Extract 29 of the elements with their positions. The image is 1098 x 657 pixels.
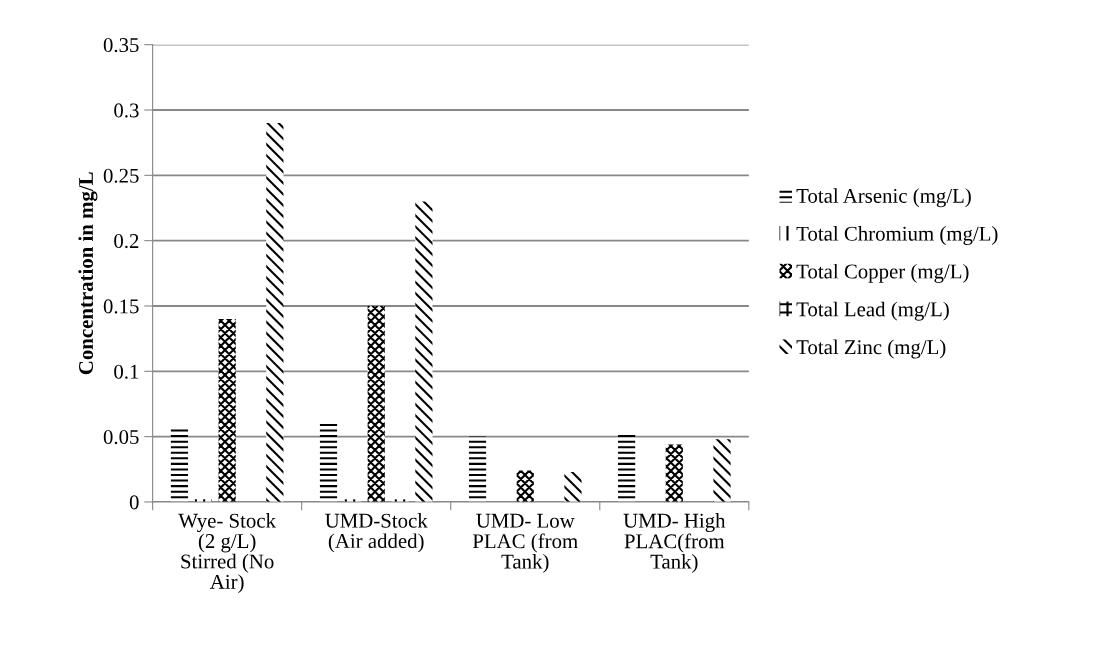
y-tick-label: 0.2 [114, 234, 139, 249]
legend-label: Total Lead (mg/L) [796, 301, 949, 321]
legend-label: Total Copper (mg/L) [796, 263, 969, 283]
bar [367, 305, 385, 502]
y-tick-label: 0.3 [114, 103, 139, 118]
legend-label: Total Arsenic (mg/L) [796, 188, 971, 208]
bar [618, 432, 636, 502]
y-tick-label: 0.25 [103, 168, 139, 183]
x-tick-label: UMD-Stock (Air added) [325, 513, 428, 553]
y-tick-label: 0.05 [103, 430, 139, 445]
bar [266, 123, 284, 502]
bar [713, 439, 731, 502]
bar [665, 444, 683, 502]
legend-label: Total Chromium (mg/L) [796, 226, 998, 246]
bar [170, 428, 189, 502]
y-tick-label: 0.1 [114, 364, 139, 379]
bar [468, 436, 487, 502]
x-tick-label: UMD- High PLAC(from Tank) [623, 513, 726, 573]
bar [415, 201, 433, 502]
bar [218, 319, 236, 502]
x-tick-label: UMD- Low PLAC (from Tank) [472, 513, 578, 573]
bar [516, 470, 534, 502]
bar [564, 471, 582, 502]
y-tick-label: 0.15 [103, 299, 139, 314]
y-tick-label: 0.35 [103, 38, 139, 53]
x-tick-label: Wye- Stock (2 g/L) Stirred (No Air) [178, 513, 276, 594]
legend-label: Total Zinc (mg/L) [796, 339, 946, 359]
y-tick-label: 0 [129, 495, 139, 510]
y-axis-title: Concentration in mg/L [78, 172, 98, 375]
